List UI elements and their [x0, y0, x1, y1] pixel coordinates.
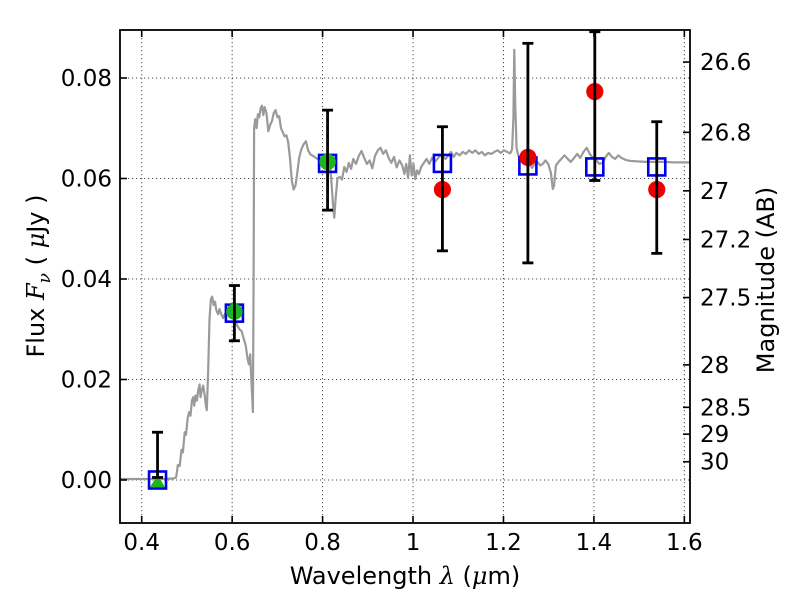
x-tick-label: 0.8: [304, 530, 341, 556]
y-tick-label: 0.08: [61, 66, 112, 92]
green-triangle-marker: [150, 474, 166, 487]
x-tick-label: 1: [406, 530, 421, 556]
error-bars: [152, 30, 663, 479]
y-tick-label: 0.04: [61, 267, 112, 293]
tick-labels: 0.4 0.6 0.8 1 1.2 1.4 1.6 0.00 0.02 0.04 0.06 0.08 2…: [61, 50, 751, 556]
magnitude-tick-label: 28: [700, 353, 729, 379]
right-axis-label: Magnitude (AB): [752, 187, 780, 373]
x-tick-label: 0.4: [123, 530, 160, 556]
x-tick-label: 1.6: [666, 530, 703, 556]
magnitude-tick-label: 26.6: [700, 50, 751, 76]
magnitude-tick-label: 28.5: [700, 395, 751, 421]
plot-frame: [119, 29, 691, 524]
spectrum-path: [120, 48, 690, 481]
y-tick-label: 0.00: [61, 468, 112, 494]
magnitude-tick-label: 30: [700, 450, 729, 476]
y-axis-label: Flux Fν ( μJy ): [22, 194, 55, 357]
magnitude-tick-label: 29: [700, 422, 729, 448]
magnitude-tick-label: 27.5: [700, 286, 751, 312]
x-tick-label: 0.6: [214, 530, 251, 556]
axis-ticks: [120, 30, 690, 523]
model-spectrum-line: [120, 48, 690, 481]
magnitude-tick-label: 27: [700, 179, 729, 205]
y-tick-label: 0.06: [61, 166, 112, 192]
x-axis-label: Wavelength λ (μm): [290, 562, 521, 590]
y-tick-label: 0.02: [61, 367, 112, 393]
x-tick-label: 1.2: [485, 530, 522, 556]
x-tick-label: 1.4: [576, 530, 613, 556]
magnitude-tick-label: 26.8: [700, 120, 751, 146]
magnitude-tick-label: 27.2: [700, 227, 751, 253]
gridlines: [120, 30, 690, 523]
